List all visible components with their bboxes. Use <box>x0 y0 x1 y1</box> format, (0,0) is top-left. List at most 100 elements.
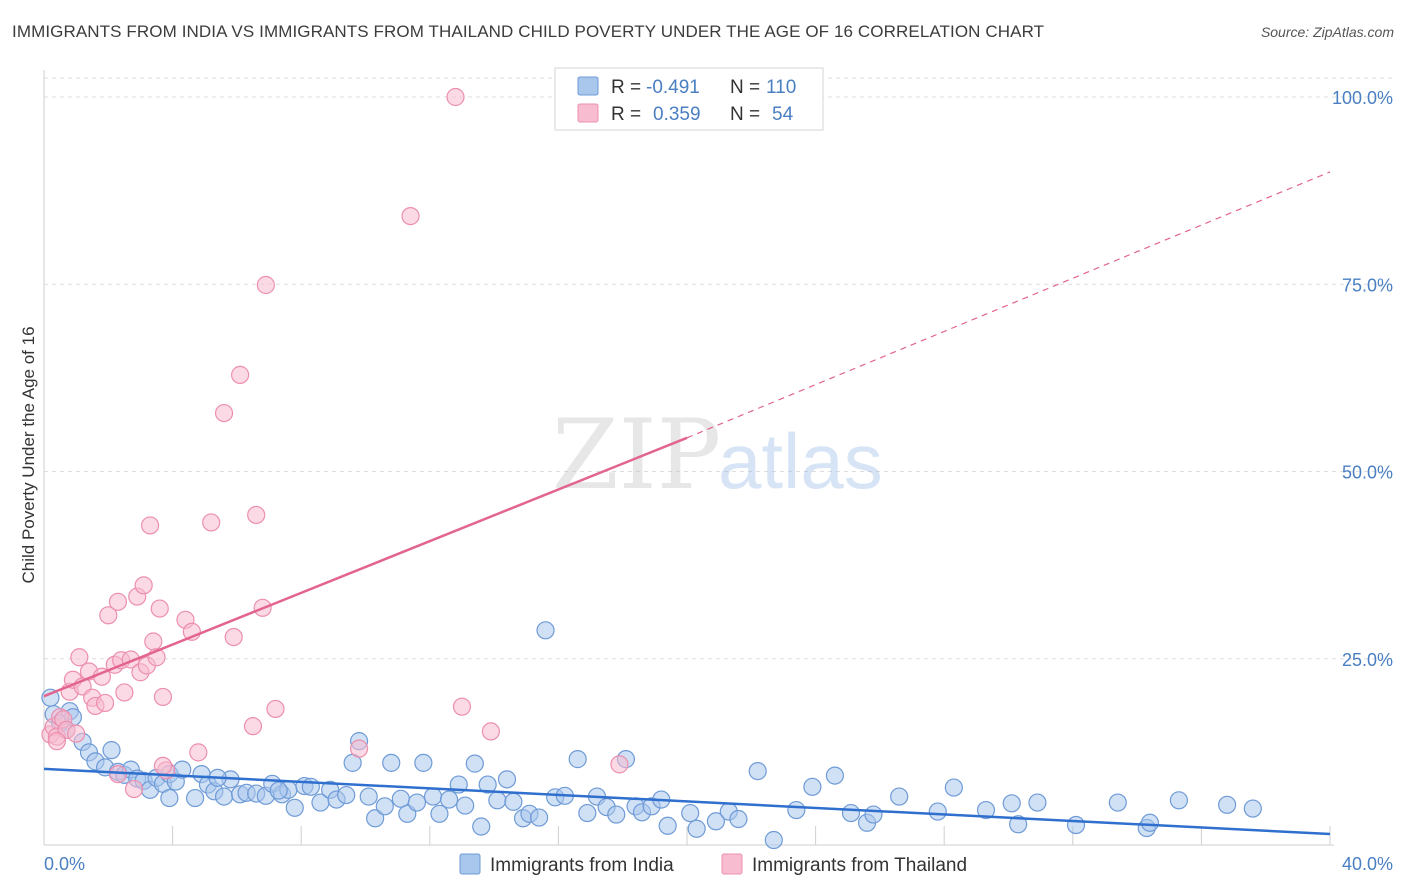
india-point-60 <box>497 770 517 789</box>
x-axis-ticks <box>43 826 1331 845</box>
thailand-point-17 <box>108 592 128 611</box>
series-thailand-points <box>41 87 629 799</box>
india-point-87 <box>825 766 844 785</box>
y-tick-label-25: 25.0% <box>1342 650 1393 670</box>
chart-title: IMMIGRANTS FROM INDIA VS IMMIGRANTS FROM… <box>12 22 1045 41</box>
thailand-point-51 <box>67 724 86 743</box>
india-point-25 <box>214 787 234 806</box>
legend-n-label-india: N = <box>730 77 760 98</box>
trend-line-india <box>43 767 1331 836</box>
india-point-94 <box>976 800 996 820</box>
watermark-atlas: atlas <box>718 417 883 505</box>
india-point-46 <box>382 753 401 772</box>
series-india-points <box>41 621 1262 850</box>
india-point-45 <box>375 797 394 816</box>
india-point-72 <box>607 805 626 824</box>
india-point-83 <box>729 809 748 829</box>
india-point-68 <box>568 750 587 769</box>
india-point-101 <box>1140 813 1160 832</box>
y-tick-label-100: 100.0% <box>1332 88 1393 108</box>
india-point-21 <box>186 788 205 808</box>
india-point-93 <box>944 778 963 797</box>
source-label: Source: ZipAtlas.com <box>1260 24 1394 40</box>
thailand-point-14 <box>95 693 115 713</box>
legend-r-label-thailand: R = <box>611 104 641 125</box>
india-point-90 <box>864 805 883 824</box>
y-tick-label-50: 50.0% <box>1342 463 1393 483</box>
gridlines <box>44 77 1394 660</box>
india-point-40 <box>337 785 356 805</box>
stats-legend: R = -0.491 N = 110 R = 0.359 N = 54 <box>554 67 824 131</box>
india-point-85 <box>787 800 806 820</box>
india-point-61 <box>504 792 523 811</box>
bottom-legend-swatch-thailand <box>721 853 743 875</box>
legend-n-value-thailand: 54 <box>772 104 794 125</box>
india-point-84 <box>748 761 767 781</box>
india-point-80 <box>687 819 706 838</box>
india-point-44 <box>366 809 385 828</box>
legend-r-label-india: R = <box>611 77 641 98</box>
thailand-point-47 <box>452 697 472 716</box>
india-point-78 <box>658 816 677 835</box>
thailand-point-36 <box>214 403 234 423</box>
thailand-point-42 <box>256 275 275 295</box>
india-point-34 <box>285 798 304 817</box>
india-point-102 <box>1169 791 1188 810</box>
india-point-105 <box>764 830 783 850</box>
trend-line-thailand <box>43 436 688 698</box>
thailand-point-49 <box>610 755 629 774</box>
thailand-point-44 <box>349 739 369 758</box>
india-point-65 <box>536 621 555 640</box>
india-point-43 <box>359 787 378 806</box>
thailand-point-53 <box>153 756 173 775</box>
x-tick-label-min: 0.0% <box>44 854 85 874</box>
india-point-92 <box>928 802 947 821</box>
thailand-point-34 <box>189 743 208 762</box>
india-point-52 <box>430 804 449 823</box>
x-tick-label-max: 40.0% <box>1342 854 1393 874</box>
india-point-53 <box>439 790 459 809</box>
series-legend: Immigrants from India Immigrants from Th… <box>459 853 967 876</box>
watermark-zip: ZIP <box>552 399 721 511</box>
india-point-95 <box>1002 794 1021 813</box>
thailand-point-8 <box>70 648 89 667</box>
india-point-56 <box>465 754 484 773</box>
thailand-point-29 <box>150 599 169 618</box>
thailand-point-48 <box>481 722 500 741</box>
india-point-49 <box>407 793 427 812</box>
thailand-point-40 <box>247 505 266 525</box>
india-point-55 <box>456 796 475 815</box>
thailand-point-15 <box>99 606 118 625</box>
india-point-57 <box>472 817 491 836</box>
thailand-point-46 <box>446 87 465 107</box>
legend-n-label-thailand: N = <box>730 104 760 125</box>
thailand-point-38 <box>231 365 250 384</box>
bottom-legend-label-thailand: Immigrants from Thailand <box>752 855 967 876</box>
india-point-86 <box>803 777 822 796</box>
india-point-64 <box>530 808 549 827</box>
india-point-98 <box>1066 815 1086 835</box>
thailand-point-21 <box>124 779 144 799</box>
thailand-point-39 <box>243 717 263 736</box>
india-point-81 <box>706 812 726 831</box>
india-point-99 <box>1108 793 1127 812</box>
india-point-96 <box>1009 815 1028 834</box>
india-point-103 <box>1218 795 1237 814</box>
india-point-91 <box>890 787 909 806</box>
india-point-59 <box>488 791 507 810</box>
thailand-point-24 <box>134 576 153 595</box>
india-point-79 <box>681 803 700 823</box>
thailand-point-26 <box>140 516 160 535</box>
thailand-point-37 <box>224 627 243 647</box>
legend-n-value-india: 110 <box>766 77 796 98</box>
india-point-108 <box>269 781 288 800</box>
legend-swatch-india <box>577 76 599 96</box>
thailand-point-50 <box>47 732 66 751</box>
india-point-50 <box>414 753 433 772</box>
legend-r-value-thailand: 0.359 <box>653 104 701 125</box>
thailand-point-43 <box>266 699 285 719</box>
bottom-legend-swatch-india <box>459 853 481 875</box>
india-point-69 <box>578 803 597 823</box>
y-tick-labels: 25.0% 50.0% 75.0% 100.0% <box>1332 88 1393 670</box>
